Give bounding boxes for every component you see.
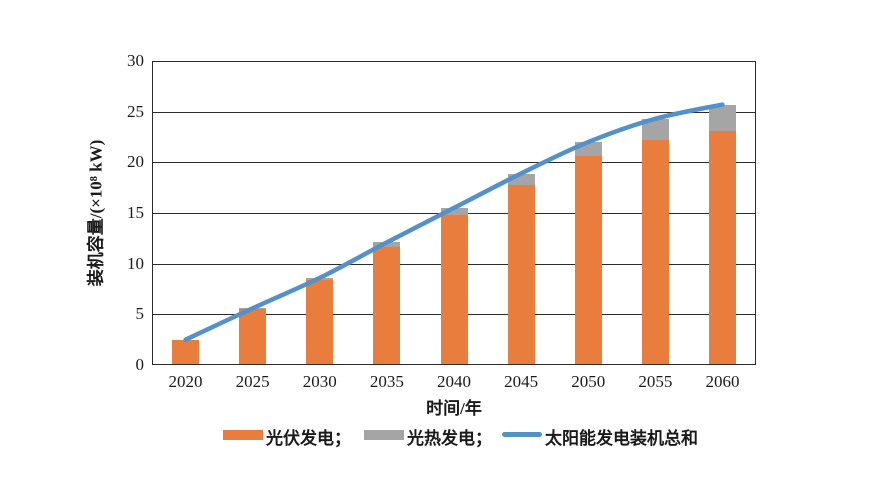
y-tick-15: 15 [127, 203, 144, 222]
gridline-20 [152, 162, 756, 164]
x-tick-2060: 2060 [705, 372, 740, 391]
x-tick-2030: 2030 [302, 372, 337, 391]
bar-segment-pv-2060 [708, 130, 736, 365]
y-axis-title: 装机容量/(×10⁸ kW) [86, 139, 106, 287]
y-tick-10: 10 [127, 253, 144, 273]
bar-segment-csp-2060 [708, 104, 736, 131]
legend-swatch-csp [364, 430, 404, 440]
gridline-25 [152, 111, 756, 113]
bar-segment-csp-2045 [507, 173, 535, 185]
bar-segment-pv-2030 [306, 279, 334, 365]
x-tick-2045: 2045 [504, 372, 539, 391]
legend-label-csp: 光热发电； [407, 429, 492, 448]
y-tick-5: 5 [135, 304, 145, 324]
legend-label-total: 太阳能发电装机总和 [545, 429, 698, 448]
x-tick-2055: 2055 [638, 372, 673, 391]
x-tick-2035: 2035 [369, 372, 404, 391]
bar-segment-csp-2055 [641, 118, 669, 141]
legend-label-pv: 光伏发电； [266, 429, 351, 448]
x-tick-2050: 2050 [571, 372, 606, 391]
x-tick-2040: 2040 [437, 372, 471, 391]
bar-segment-csp-2040 [440, 207, 468, 216]
legend-swatch-pv [223, 430, 263, 440]
bar-segment-pv-2045 [507, 184, 535, 365]
plot-area [152, 61, 756, 365]
bar-segment-pv-2055 [641, 140, 669, 365]
x-tick-2020: 2020 [168, 372, 203, 391]
bar-segment-pv-2050 [574, 156, 602, 365]
total-line-path [183, 102, 725, 342]
y-tick-20: 20 [127, 152, 144, 172]
x-tick-2025: 2025 [235, 372, 270, 391]
legend-line-total [502, 432, 542, 437]
bar-segment-pv-2035 [373, 247, 401, 365]
bar-segment-pv-2025 [239, 309, 267, 365]
bar-segment-pv-2020 [172, 339, 200, 365]
x-axis-title: 时间/年 [426, 399, 482, 418]
y-tick-30: 30 [127, 51, 144, 70]
total-line [183, 102, 725, 342]
y-tick-25: 25 [127, 101, 144, 121]
bar-segment-pv-2040 [440, 215, 468, 365]
y-tick-0: 0 [135, 355, 145, 374]
